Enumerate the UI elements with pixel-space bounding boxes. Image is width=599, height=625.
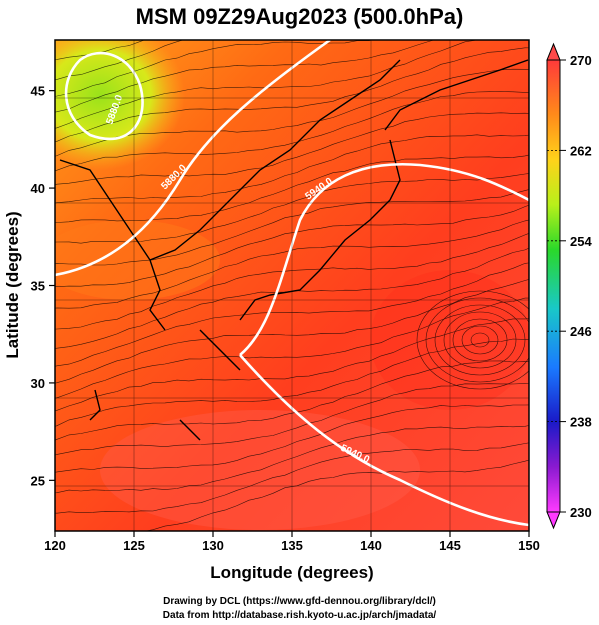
credit-data: Data from http://database.rish.kyoto-u.a… [162,610,437,621]
streamline [55,40,373,97]
temperature-field: 5880.0 5880.0 5940.0 5940.0 [55,40,529,531]
y-tick-label: 45 [31,84,45,99]
colorbar-tick-label: 270 [570,53,592,68]
streamline [55,47,529,143]
x-tick-label: 145 [439,538,461,553]
y-tick-label: 25 [31,473,45,488]
vortex-streamline [416,290,529,390]
credit-drawing: Drawing by DCL (https://www.gfd-dennou.o… [163,596,436,607]
colorbar-under-triangle [546,511,561,530]
map-title: MSM 09Z29Aug2023 (500.0hPa) [135,4,464,29]
y-axis-ticks: 25 30 35 40 45 [31,84,55,488]
vortex-streamline [443,311,517,369]
x-tick-label: 140 [360,538,382,553]
colorbar: 270 262 254 246 238 230 [546,42,592,530]
colorbar-over-triangle [546,42,561,61]
streamline [55,297,529,399]
y-tick-label: 30 [31,376,45,391]
streamline [55,40,184,80]
colorbar-tick-label: 238 [570,415,592,430]
vortex-streamline [434,304,526,376]
streamline [55,40,435,113]
x-tick-label: 130 [202,538,224,553]
streamline [55,154,529,224]
streamline [55,425,529,494]
streamline [55,279,529,384]
streamline [55,40,478,129]
streamline [55,112,529,186]
colorbar-tick-label: 254 [570,234,592,249]
vortex-streamline [461,325,499,355]
vortex-streamline [470,332,490,348]
streamline [55,233,529,330]
streamline [55,189,529,266]
streamline [55,360,529,441]
y-axis-label: Latitude (degrees) [3,211,22,358]
y-tick-label: 40 [31,181,45,196]
streamline [55,383,529,456]
streamline [55,442,529,514]
x-tick-label: 135 [281,538,303,553]
x-tick-label: 120 [44,538,66,553]
streamline [55,204,529,288]
streamline [55,404,529,473]
streamline [55,262,529,367]
streamline [55,40,146,60]
x-tick-label: 150 [518,538,540,553]
streamline [55,338,529,427]
colorbar-tick-label: 246 [570,324,592,339]
vortex-streamline [425,297,529,383]
streamline [55,91,529,172]
y-tick-label: 35 [31,279,45,294]
streamline [144,459,529,531]
colorbar-tick-label: 262 [570,143,592,158]
colorbar-tick-label: 230 [570,505,592,520]
vortex-streamline [452,318,508,362]
x-axis-label: Longitude (degrees) [210,563,373,582]
streamline [55,134,529,204]
x-axis-ticks: 120 125 130 135 140 145 150 [44,531,540,553]
x-tick-label: 125 [123,538,145,553]
